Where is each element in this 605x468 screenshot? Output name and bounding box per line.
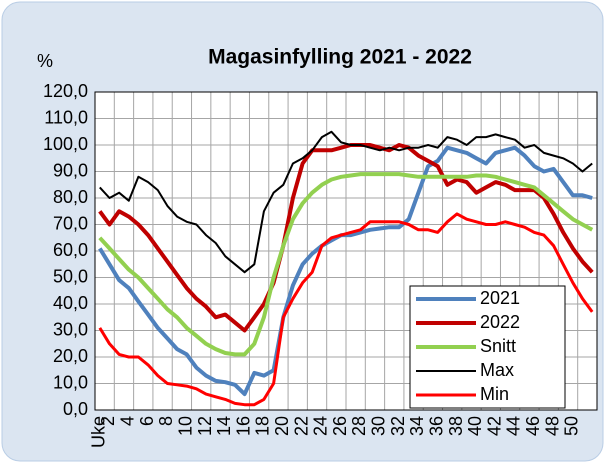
series-line xyxy=(98,212,594,407)
y-tick-label: 20,0 xyxy=(53,346,88,366)
x-tick-label: 44 xyxy=(504,416,524,436)
x-tick-label: 6 xyxy=(137,416,157,426)
y-tick-label: 110,0 xyxy=(44,107,88,127)
legend: 2021 2022 Snitt Max Min xyxy=(409,285,566,409)
x-tick-label: Uke xyxy=(89,416,109,448)
y-axis-label: % xyxy=(37,51,53,71)
x-tick-label: 40 xyxy=(465,416,485,436)
x-tick-label: 36 xyxy=(426,416,446,436)
series-line xyxy=(99,130,593,274)
x-tick-label: 50 xyxy=(562,416,582,436)
x-tick-label: 32 xyxy=(388,416,408,436)
x-tick-label: 38 xyxy=(446,416,466,436)
x-tick-label: 22 xyxy=(291,416,311,436)
chart-title: Magasinfylling 2021 - 2022 xyxy=(208,46,472,69)
lines xyxy=(98,130,594,407)
x-tick-label: 46 xyxy=(523,416,543,436)
x-tick-label: 30 xyxy=(369,416,389,436)
y-tick-label: 10,0 xyxy=(53,372,88,392)
x-tick-label: 14 xyxy=(214,416,234,436)
x-tick-label: 4 xyxy=(118,416,138,426)
x-tick-label: 16 xyxy=(233,416,253,436)
y-tick-label: 120,0 xyxy=(43,81,88,101)
x-tick-label: 20 xyxy=(272,416,292,436)
legend-label: Min xyxy=(480,384,509,404)
x-tick-label: 42 xyxy=(484,416,504,436)
y-tick-label: 50,0 xyxy=(53,266,88,286)
x-tick-label: 10 xyxy=(175,416,195,436)
legend-label: 2021 xyxy=(480,288,520,308)
y-tick-label: 30,0 xyxy=(53,319,88,339)
x-tick-label: 12 xyxy=(195,416,215,436)
legend-label: 2022 xyxy=(480,312,520,332)
x-tick-label: 26 xyxy=(330,416,350,436)
y-tick-label: 100,0 xyxy=(43,134,88,154)
series-line xyxy=(98,172,594,357)
x-tick-label: 24 xyxy=(311,416,331,436)
x-tick-label: 34 xyxy=(407,416,427,436)
series-line xyxy=(98,143,594,333)
y-tick-label: 0,0 xyxy=(63,399,88,419)
x-tick-label: 8 xyxy=(156,416,176,426)
y-tick-label: 80,0 xyxy=(53,187,88,207)
x-tick-label: 28 xyxy=(349,416,369,436)
y-tick-label: 60,0 xyxy=(53,240,88,260)
y-tick-label: 40,0 xyxy=(53,293,88,313)
y-tick-label: 70,0 xyxy=(53,213,88,233)
x-tick-label: 2 xyxy=(98,416,118,426)
x-tick-label: 48 xyxy=(542,416,562,436)
y-tick-label: 90,0 xyxy=(53,160,88,180)
plot-border xyxy=(94,91,598,411)
legend-label: Snitt xyxy=(480,336,516,356)
legend-label: Max xyxy=(480,360,514,380)
x-tick-label: 18 xyxy=(253,416,273,436)
